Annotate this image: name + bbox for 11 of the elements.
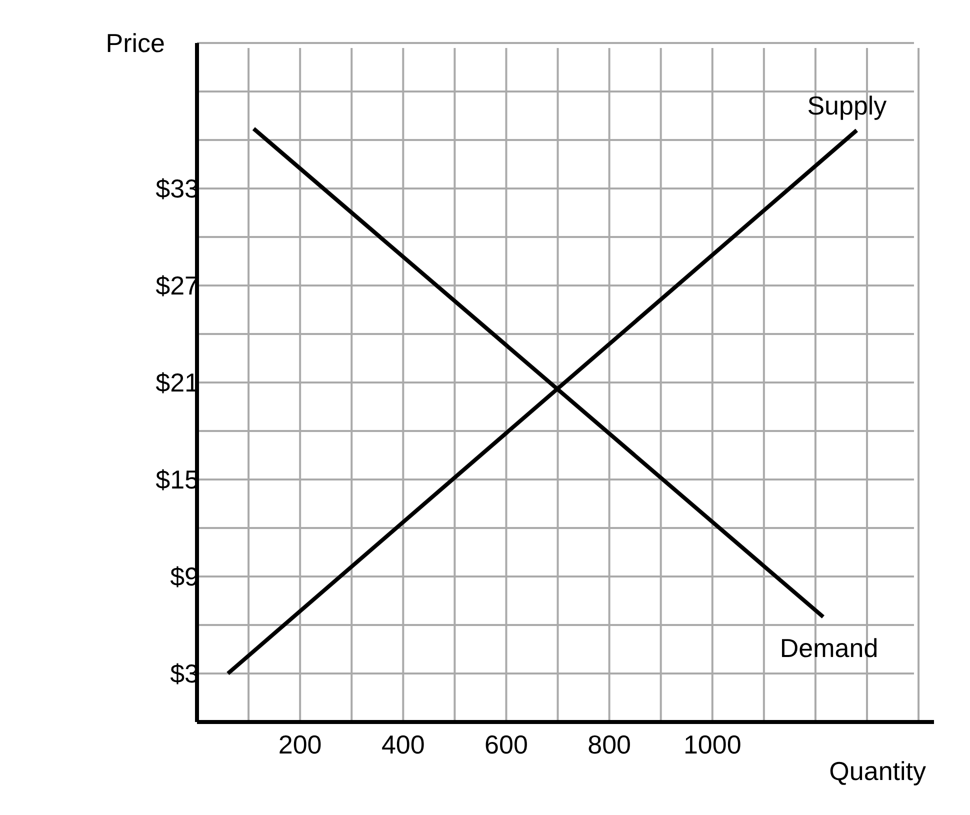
y-axis-title: Price [106, 28, 165, 58]
series-label: Supply [807, 90, 887, 120]
x-tick-label: 800 [588, 729, 632, 760]
x-tick-label: 600 [484, 729, 528, 760]
x-axis-title: Quantity [829, 756, 926, 786]
x-tick-label: 400 [381, 729, 425, 760]
y-tick-label: $21 [156, 368, 199, 398]
series-label: Demand [780, 632, 878, 663]
y-tick-label: $27 [156, 270, 199, 301]
x-tick-label: 200 [278, 729, 322, 760]
x-tick-label: 1000 [683, 729, 742, 760]
